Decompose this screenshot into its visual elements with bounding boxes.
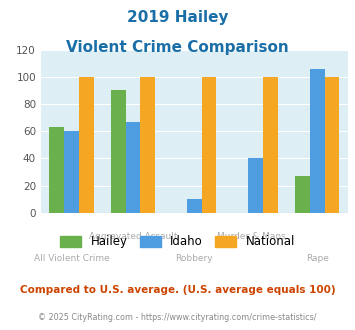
Bar — [140, 77, 155, 213]
Legend: Hailey, Idaho, National: Hailey, Idaho, National — [55, 231, 300, 253]
Bar — [324, 77, 339, 213]
Bar — [126, 122, 140, 213]
Bar — [202, 77, 217, 213]
Bar — [79, 77, 94, 213]
Text: Compared to U.S. average. (U.S. average equals 100): Compared to U.S. average. (U.S. average … — [20, 285, 335, 295]
Text: Aggravated Assault: Aggravated Assault — [89, 232, 177, 242]
Bar — [310, 69, 324, 213]
Text: Violent Crime Comparison: Violent Crime Comparison — [66, 40, 289, 54]
Bar — [49, 127, 64, 213]
Text: 2019 Hailey: 2019 Hailey — [127, 10, 228, 25]
Bar — [295, 176, 310, 213]
Text: © 2025 CityRating.com - https://www.cityrating.com/crime-statistics/: © 2025 CityRating.com - https://www.city… — [38, 314, 317, 322]
Text: Rape: Rape — [306, 254, 329, 263]
Bar — [187, 199, 202, 213]
Text: Robbery: Robbery — [176, 254, 213, 263]
Bar — [248, 158, 263, 213]
Bar — [64, 131, 79, 213]
Bar — [263, 77, 278, 213]
Bar — [111, 90, 126, 213]
Text: All Violent Crime: All Violent Crime — [34, 254, 109, 263]
Text: Murder & Mans...: Murder & Mans... — [217, 232, 294, 242]
